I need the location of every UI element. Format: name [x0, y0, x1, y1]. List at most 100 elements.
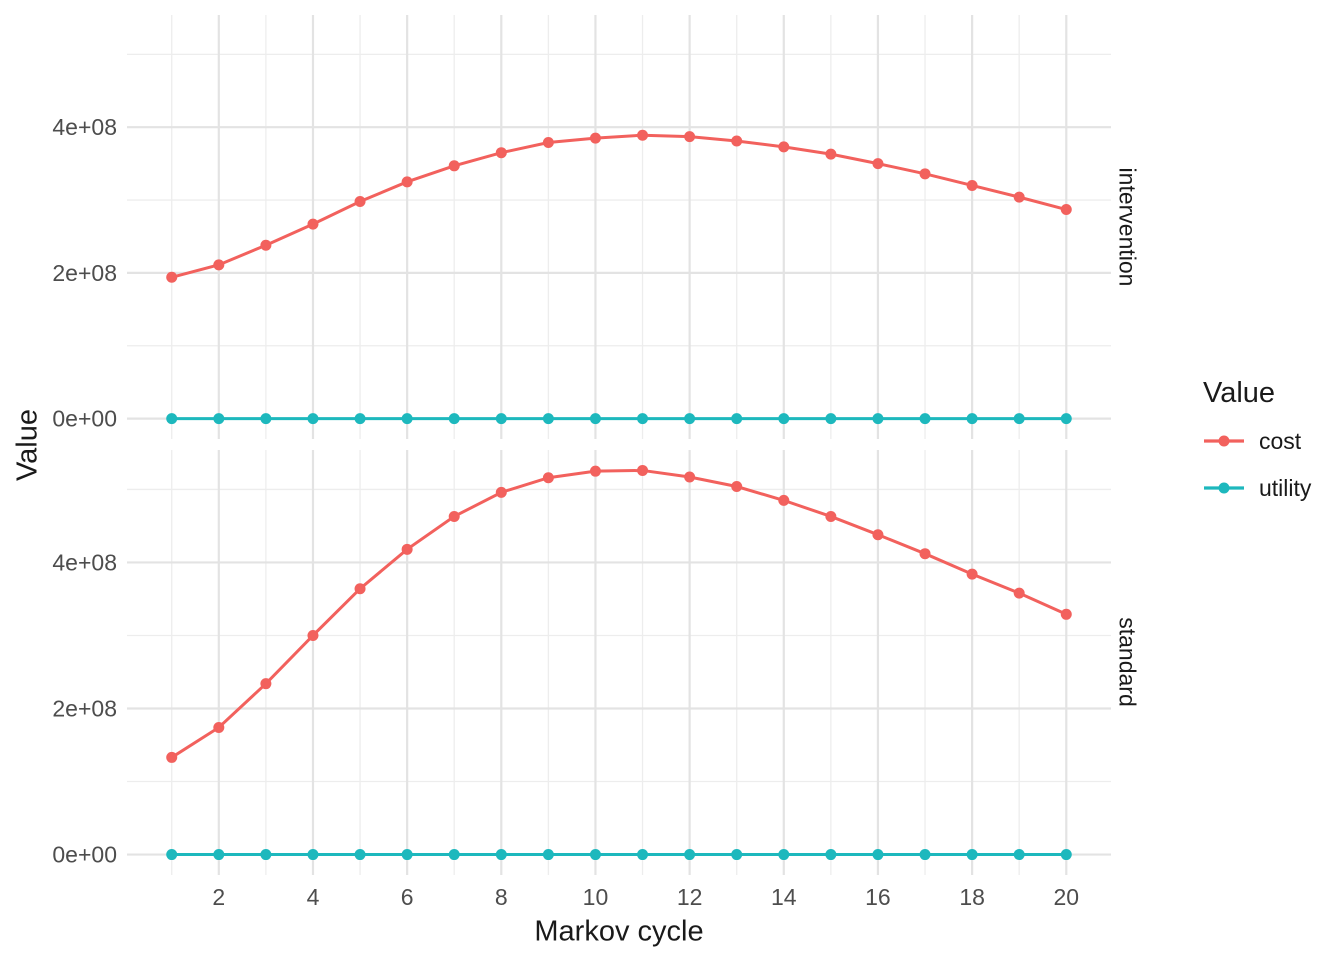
utility-point [731, 849, 743, 861]
cost-point [1013, 191, 1025, 203]
utility-point [401, 413, 413, 425]
utility-point [542, 413, 554, 425]
utility-point [354, 413, 366, 425]
cost-point [778, 141, 790, 153]
utility-point [1060, 849, 1072, 861]
cost-point [872, 158, 884, 170]
cost-key-point [1218, 435, 1230, 447]
utility-point [589, 413, 601, 425]
utility-point [919, 413, 931, 425]
utility-point [401, 849, 413, 861]
utility-point [542, 849, 554, 861]
utility-point [448, 849, 460, 861]
utility-point [307, 849, 319, 861]
cost-line [170, 468, 1067, 759]
x-tick-label: 4 [307, 884, 320, 910]
cost-point [589, 132, 601, 144]
x-tick-label: 8 [495, 884, 508, 910]
cost-point [542, 472, 554, 484]
cost-point [307, 629, 319, 641]
cost-point [448, 160, 460, 172]
utility-legend-key-icon [1204, 482, 1244, 494]
x-tick-label: 2 [212, 884, 225, 910]
cost-point [166, 271, 178, 283]
y-tick-label: 4e+08 [52, 114, 117, 140]
utility-point [966, 413, 978, 425]
x-tick-label: 10 [583, 884, 609, 910]
utility-point [260, 849, 272, 861]
utility-point [778, 413, 790, 425]
utility-point [260, 413, 272, 425]
utility-point [166, 849, 178, 861]
cost-point [684, 131, 696, 143]
cost-point [1060, 204, 1072, 216]
x-tick-label: 12 [677, 884, 703, 910]
x-tick-label: 6 [401, 884, 414, 910]
utility-point [731, 413, 743, 425]
utility-point [1060, 413, 1072, 425]
cost-point [354, 583, 366, 595]
cost-point [495, 486, 507, 498]
x-tick-label: 14 [771, 884, 797, 910]
cost-point [589, 465, 601, 477]
cost-legend-key-icon [1204, 435, 1244, 447]
legend-item-utility: utility [1203, 475, 1311, 501]
facet-panel-standard: 0e+00 2e+08 4e+08 [52, 450, 1111, 875]
cost-point [448, 510, 460, 522]
x-tick-label: 18 [959, 884, 985, 910]
utility-key-point [1218, 482, 1230, 494]
legend-item-cost: cost [1203, 427, 1311, 454]
cost-point [637, 464, 649, 476]
y-tick-label: 0e+00 [52, 406, 117, 432]
cost-point [260, 678, 272, 690]
cost-point [872, 529, 884, 541]
y-tick-label: 2e+08 [52, 696, 117, 722]
utility-point [872, 849, 884, 861]
utility-point [872, 413, 884, 425]
utility-point [166, 413, 178, 425]
utility-point [354, 849, 366, 861]
cost-point [778, 494, 790, 506]
cost-point [401, 543, 413, 555]
cost-point [213, 259, 225, 271]
cost-point [307, 218, 319, 230]
utility-point [307, 413, 319, 425]
utility-point [1013, 849, 1025, 861]
y-axis-title: Value [11, 408, 44, 482]
utility-point [213, 849, 225, 861]
cost-point [919, 168, 931, 180]
utility-point [448, 413, 460, 425]
facet-strip-intervention: intervention [1114, 167, 1141, 287]
cost-point [684, 471, 696, 483]
utility-point [495, 413, 507, 425]
legend-label-cost: cost [1259, 427, 1302, 454]
cost-line [171, 133, 1067, 279]
cost-point [731, 481, 743, 493]
cost-point [637, 129, 649, 141]
cost-point [166, 751, 178, 763]
x-tick-label: 16 [865, 884, 891, 910]
cost-point [825, 148, 837, 160]
utility-point [213, 413, 225, 425]
cost-point [1013, 587, 1025, 599]
cost-point [260, 239, 272, 251]
utility-point [825, 849, 837, 861]
y-tick-label: 0e+00 [52, 842, 117, 868]
cost-point [966, 568, 978, 580]
cost-point [213, 721, 225, 733]
utility-point [778, 849, 790, 861]
legend: Value cost utility [1203, 376, 1311, 501]
facet-panel-intervention: 0e+00 2e+08 4e+08 [52, 15, 1111, 439]
x-axis-title: Markov cycle [534, 915, 704, 948]
y-tick-label: 4e+08 [52, 549, 117, 575]
utility-point [684, 849, 696, 861]
cost-point [495, 147, 507, 159]
utility-point [637, 413, 649, 425]
utility-point [684, 413, 696, 425]
cost-point [731, 135, 743, 147]
y-tick-label: 2e+08 [52, 260, 117, 286]
utility-point [1013, 413, 1025, 425]
utility-point [919, 849, 931, 861]
